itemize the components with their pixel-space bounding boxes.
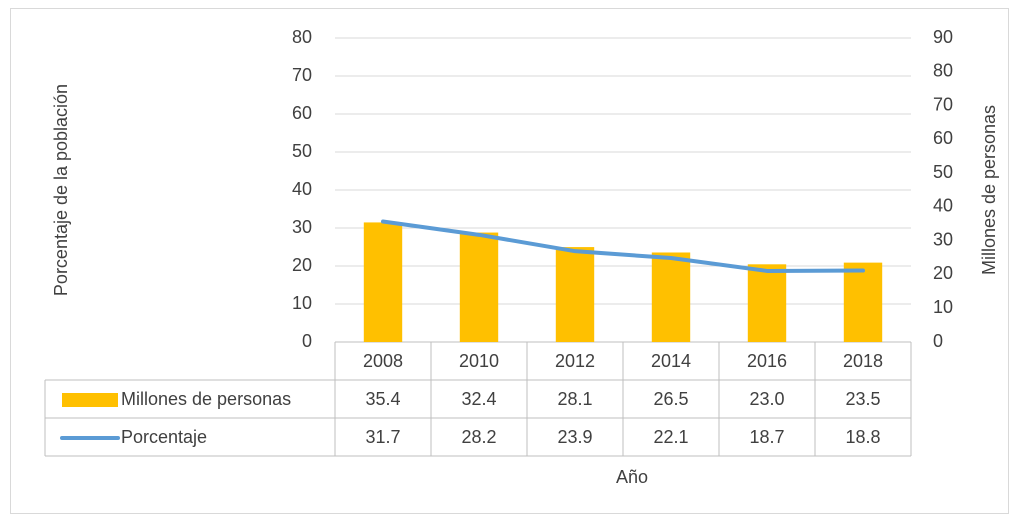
y-axis-label: Porcentaje de la población (51, 84, 71, 296)
y2-tick-label: 0 (933, 331, 943, 351)
y2-tick-label: 70 (933, 94, 953, 114)
table-value: 22.1 (653, 427, 688, 447)
y2-tick-label: 60 (933, 128, 953, 148)
table-value: 26.5 (653, 389, 688, 409)
x-tick-label: 2012 (555, 351, 595, 371)
legend-label: Millones de personas (121, 389, 291, 409)
y-tick-label: 50 (292, 141, 312, 161)
table-value: 23.0 (749, 389, 784, 409)
legend-label: Porcentaje (121, 427, 207, 447)
table-value: 28.2 (461, 427, 496, 447)
y2-tick-label: 40 (933, 196, 953, 216)
x-tick-label: 2016 (747, 351, 787, 371)
x-tick-label: 2010 (459, 351, 499, 371)
y-tick-label: 70 (292, 65, 312, 85)
bar (843, 262, 883, 342)
y2-tick-label: 20 (933, 263, 953, 283)
y2-tick-label: 50 (933, 162, 953, 182)
y-tick-label: 0 (302, 331, 312, 351)
y2-tick-label: 30 (933, 229, 953, 249)
bar (459, 232, 499, 342)
chart-border (10, 8, 1009, 514)
y-tick-label: 60 (292, 103, 312, 123)
y-tick-label: 40 (292, 179, 312, 199)
y-tick-label: 80 (292, 27, 312, 47)
x-axis-label: Año (616, 467, 648, 487)
table-value: 23.5 (845, 389, 880, 409)
table-value: 23.9 (557, 427, 592, 447)
y2-tick-label: 80 (933, 61, 953, 81)
table-value: 18.7 (749, 427, 784, 447)
bar (555, 247, 595, 342)
table-value: 35.4 (365, 389, 400, 409)
table-value: 32.4 (461, 389, 496, 409)
x-tick-label: 2014 (651, 351, 691, 371)
x-tick-label: 2018 (843, 351, 883, 371)
bar (363, 222, 403, 342)
y-tick-label: 20 (292, 255, 312, 275)
bar (747, 264, 787, 342)
y2-axis-label: Millones de personas (979, 105, 999, 275)
line (381, 219, 865, 273)
y2-tick-label: 90 (933, 27, 953, 47)
table-value: 28.1 (557, 389, 592, 409)
x-tick-label: 2008 (363, 351, 403, 371)
y-tick-label: 10 (292, 293, 312, 313)
legend-swatch (62, 393, 118, 407)
y2-tick-label: 10 (933, 297, 953, 317)
table-value: 31.7 (365, 427, 400, 447)
bar (651, 252, 691, 342)
table-value: 18.8 (845, 427, 880, 447)
y-tick-label: 30 (292, 217, 312, 237)
